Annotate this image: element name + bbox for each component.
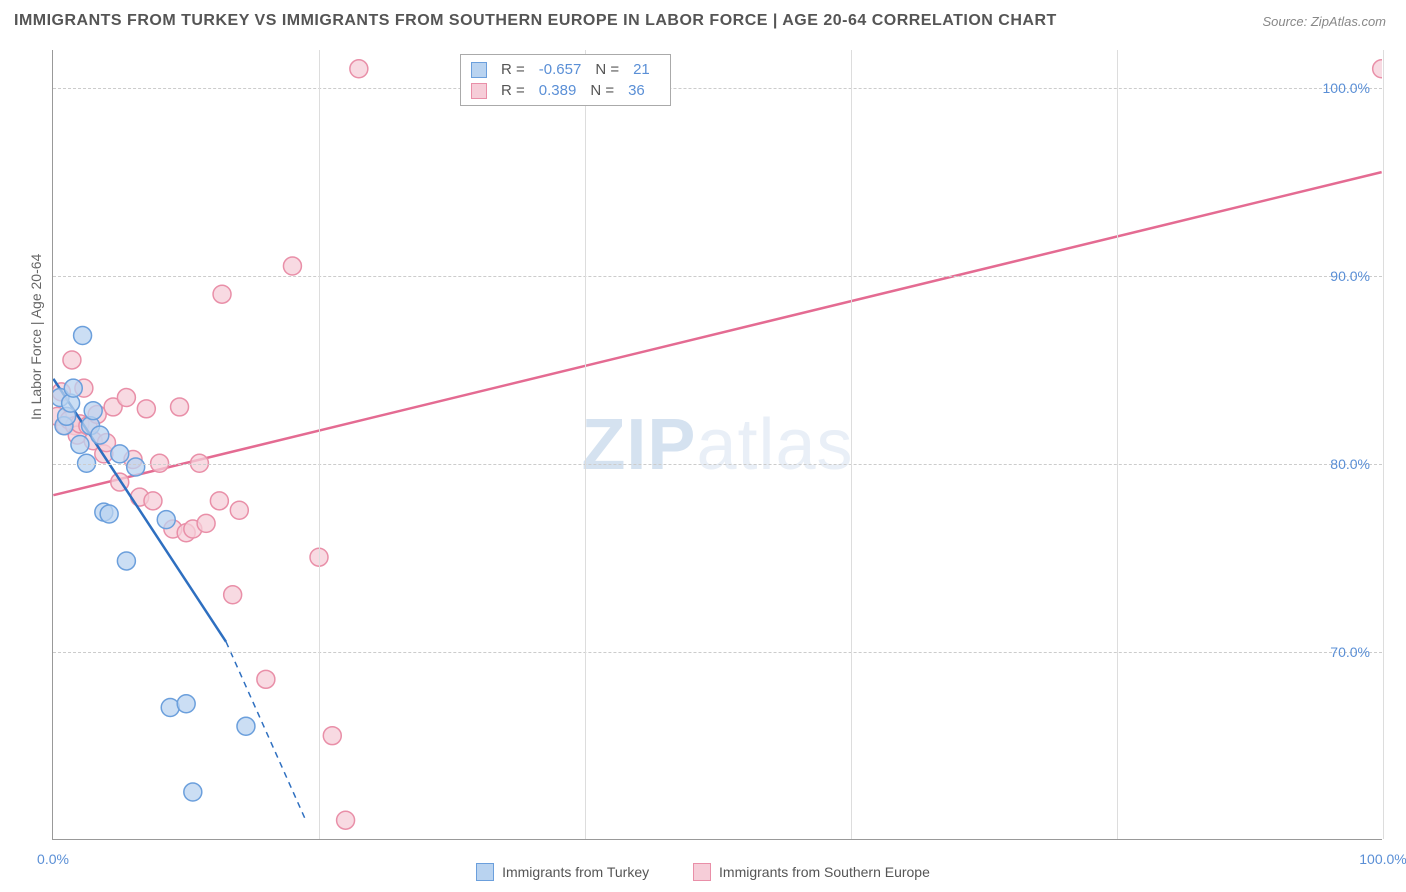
y-axis-label: In Labor Force | Age 20-64 bbox=[28, 254, 44, 420]
stat-r-value: -0.657 bbox=[539, 61, 582, 78]
swatch-icon bbox=[471, 83, 487, 99]
chart-title: IMMIGRANTS FROM TURKEY VS IMMIGRANTS FRO… bbox=[14, 12, 1057, 30]
legend-label: Immigrants from Southern Europe bbox=[719, 864, 930, 880]
stat-n-label: N = bbox=[590, 82, 614, 99]
chart-container: IMMIGRANTS FROM TURKEY VS IMMIGRANTS FRO… bbox=[0, 0, 1406, 892]
swatch-icon bbox=[693, 863, 711, 881]
stats-row-series-0: R = -0.657 N = 21 bbox=[471, 59, 660, 80]
source-attribution: Source: ZipAtlas.com bbox=[1262, 14, 1386, 29]
y-tick-label: 100.0% bbox=[1323, 80, 1370, 96]
watermark: ZIPatlas bbox=[581, 404, 853, 486]
plot-area: ZIPatlas 70.0%80.0%90.0%100.0%0.0%100.0% bbox=[52, 50, 1382, 840]
stats-legend-box: R = -0.657 N = 21 R = 0.389 N = 36 bbox=[460, 54, 671, 106]
swatch-icon bbox=[471, 62, 487, 78]
legend-item-0: Immigrants from Turkey bbox=[476, 863, 649, 881]
stat-n-value: 36 bbox=[628, 82, 645, 99]
y-tick-label: 80.0% bbox=[1330, 456, 1370, 472]
stat-r-label: R = bbox=[501, 61, 525, 78]
stat-n-label: N = bbox=[595, 61, 619, 78]
bottom-legend: Immigrants from Turkey Immigrants from S… bbox=[0, 863, 1406, 884]
swatch-icon bbox=[476, 863, 494, 881]
stat-r-label: R = bbox=[501, 82, 525, 99]
stat-n-value: 21 bbox=[633, 61, 650, 78]
legend-label: Immigrants from Turkey bbox=[502, 864, 649, 880]
watermark-light: atlas bbox=[696, 405, 853, 485]
stat-r-value: 0.389 bbox=[539, 82, 577, 99]
legend-item-1: Immigrants from Southern Europe bbox=[693, 863, 930, 881]
stats-row-series-1: R = 0.389 N = 36 bbox=[471, 80, 660, 101]
watermark-strong: ZIP bbox=[581, 405, 696, 485]
y-tick-label: 70.0% bbox=[1330, 644, 1370, 660]
y-tick-label: 90.0% bbox=[1330, 268, 1370, 284]
